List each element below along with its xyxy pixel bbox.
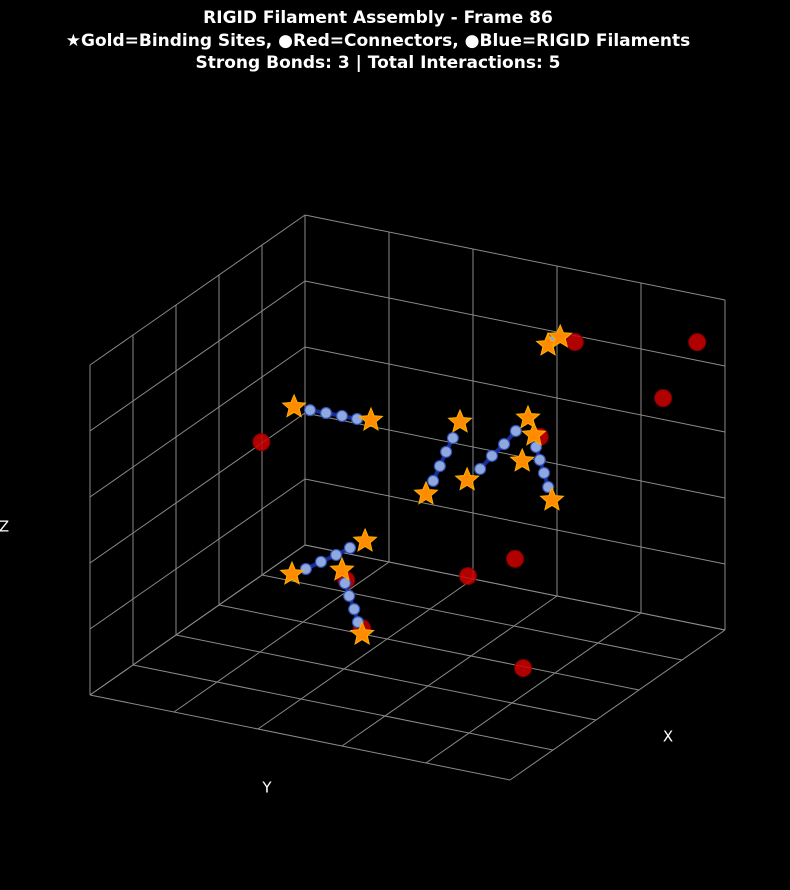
filament-bead <box>314 555 328 568</box>
grid-line <box>509 629 726 781</box>
filament-line <box>342 581 360 625</box>
grid-line <box>173 561 390 713</box>
connector <box>688 333 707 352</box>
filament-line <box>431 436 455 483</box>
connector <box>252 433 271 452</box>
filament-bead <box>348 603 361 616</box>
grid-line <box>341 595 558 747</box>
filament-bead <box>427 474 440 488</box>
chart-title: RIGID Filament Assembly - Frame 86 <box>203 8 553 28</box>
filament-line <box>303 545 352 571</box>
grid-line <box>89 544 306 696</box>
grid-line <box>304 214 726 301</box>
grid-line <box>304 280 726 367</box>
filament-bead <box>474 462 487 476</box>
filament-bead <box>485 449 499 462</box>
connector <box>458 567 477 586</box>
binding-site <box>329 556 355 581</box>
filament-bead <box>343 541 357 554</box>
grid-line <box>89 478 306 630</box>
x-axis-label: X <box>663 728 673 746</box>
filament-bead <box>303 404 317 417</box>
filament-line <box>478 428 518 471</box>
filament-bead <box>335 409 349 423</box>
grid-line <box>218 604 640 691</box>
binding-site <box>358 406 384 431</box>
binding-site <box>515 404 541 429</box>
binding-site <box>447 408 473 433</box>
binding-site <box>539 486 565 511</box>
grid-line <box>132 664 554 751</box>
grid-line <box>89 346 306 498</box>
binding-site <box>281 393 307 418</box>
filament-bead <box>319 406 333 420</box>
binding-site <box>279 560 305 585</box>
binding-site <box>352 527 378 552</box>
filament-bead <box>446 431 459 445</box>
grid-line <box>89 412 306 564</box>
grid-line <box>89 694 511 781</box>
filament-bead <box>440 445 453 458</box>
filament-bead <box>351 412 364 426</box>
z-axis-label: Z <box>0 518 9 536</box>
filament-line <box>534 444 551 490</box>
grid-line <box>175 634 597 721</box>
connector <box>514 659 533 678</box>
filament-bead <box>498 438 511 451</box>
filament-line <box>308 408 360 421</box>
binding-site <box>454 466 480 491</box>
grid-line <box>89 280 306 432</box>
connector <box>654 389 673 408</box>
filament-bead <box>343 589 356 603</box>
annotation: Strong Bonds: 3 | Total Interactions: 5 <box>195 53 560 73</box>
grid-line <box>425 612 642 764</box>
connector <box>506 549 525 568</box>
grid-line <box>304 544 726 631</box>
filament-bead <box>509 424 522 438</box>
grid-line <box>257 578 474 730</box>
binding-site <box>547 323 573 348</box>
filament-bead <box>330 548 343 562</box>
chart-subtitle: ★Gold=Binding Sites, ●Red=Connectors, ●B… <box>66 31 690 51</box>
binding-site <box>413 480 439 505</box>
filament-bead <box>533 453 546 467</box>
grid-line <box>304 478 726 565</box>
grid-line <box>89 214 306 366</box>
binding-site <box>521 421 547 446</box>
grid-line <box>261 574 683 661</box>
y-axis-label: Y <box>261 779 272 797</box>
filament-bead <box>537 466 551 480</box>
binding-site <box>349 620 375 645</box>
grid-line <box>304 346 726 433</box>
binding-site <box>509 447 535 472</box>
filament-bead <box>433 459 446 473</box>
filament-bead <box>299 562 312 576</box>
